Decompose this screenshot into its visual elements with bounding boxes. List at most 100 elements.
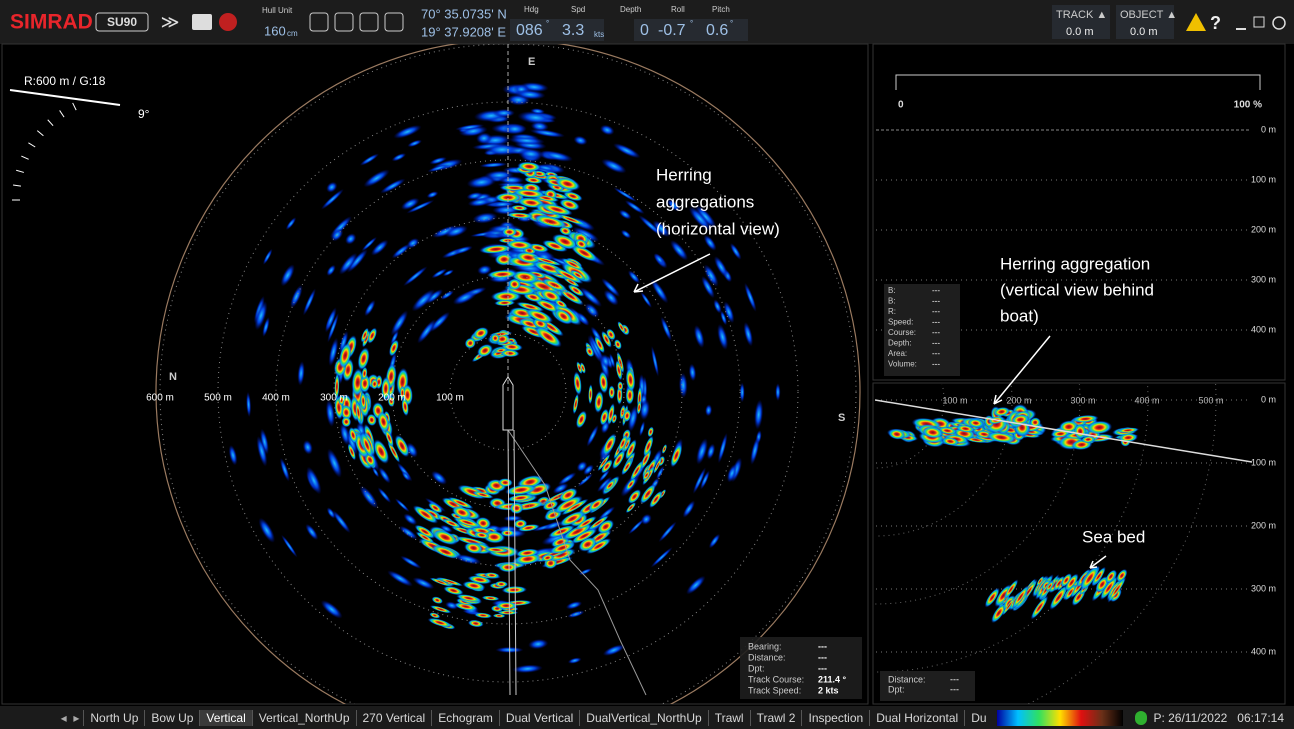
echo [562, 523, 593, 541]
object-box[interactable] [1116, 5, 1174, 39]
echo [427, 617, 453, 628]
echo [359, 485, 379, 509]
echo [447, 496, 474, 510]
view-tab[interactable]: Du [964, 709, 992, 726]
readout-label: Pitch [712, 5, 730, 14]
view-tab[interactable]: Echogram [431, 709, 499, 726]
tilt-line [9, 89, 121, 106]
view-tab[interactable]: 270 Vertical [355, 709, 432, 726]
echo [1053, 575, 1065, 591]
echo [483, 572, 500, 579]
echo [561, 257, 585, 272]
echo [497, 610, 519, 615]
echo [429, 612, 441, 619]
echo [570, 528, 598, 544]
view-tab[interactable]: North Up [83, 709, 144, 726]
echo [327, 448, 342, 478]
collapse-icon[interactable]: ≫ [161, 12, 180, 32]
echo [599, 408, 609, 426]
echo [700, 470, 710, 490]
echo [341, 416, 352, 428]
depth-label: 200 m [1251, 520, 1276, 530]
info-value: --- [818, 641, 827, 651]
echo [1105, 569, 1117, 584]
tool-icon[interactable] [384, 12, 404, 32]
echo [570, 244, 598, 262]
echo [326, 507, 336, 519]
warning-icon[interactable] [1186, 13, 1206, 31]
echo [650, 547, 673, 568]
tilt-tick [12, 184, 22, 187]
annotation-arrow [993, 335, 1051, 405]
track-box[interactable] [1052, 5, 1110, 39]
echo [695, 205, 717, 229]
minimize-icon[interactable] [1236, 28, 1246, 30]
echo [400, 197, 420, 210]
view-tab[interactable]: Trawl 2 [749, 709, 802, 726]
echo [403, 266, 428, 287]
window-icon[interactable] [1253, 16, 1265, 28]
echo [246, 391, 252, 418]
echo [456, 594, 482, 603]
echo [1045, 580, 1055, 592]
readout-label: Roll [671, 5, 685, 14]
info-label: Dpt: [748, 663, 765, 673]
depth-label: 300 m [1251, 583, 1276, 593]
echo [729, 243, 742, 260]
echo [492, 613, 506, 618]
echo [625, 367, 636, 392]
annotation-arrow [633, 253, 711, 293]
view-tab[interactable]: Vertical [199, 709, 252, 726]
view-tab[interactable]: DualVertical_NorthUp [579, 709, 707, 726]
tool-icon[interactable] [359, 12, 379, 32]
range-label: 100 m [436, 393, 464, 404]
tab-arrows[interactable]: ◂ ▸ [60, 710, 80, 725]
echo [541, 553, 555, 562]
info-label: Distance: [888, 674, 926, 684]
outer-ring [155, 44, 861, 704]
echo [431, 596, 443, 604]
depth-label: 100 m [1251, 174, 1276, 184]
view-tab[interactable]: Trawl [707, 709, 750, 726]
echo [393, 125, 422, 139]
echo [453, 602, 478, 611]
echo [743, 321, 754, 347]
info-label: Area: [888, 349, 907, 358]
track-label: TRACK ▲ [1056, 9, 1107, 21]
info-label: B: [888, 297, 896, 306]
echo [507, 278, 522, 291]
tool-icon[interactable] [309, 12, 329, 32]
echo [888, 428, 906, 440]
record-icon[interactable] [219, 13, 237, 31]
info-label: Course: [888, 328, 916, 337]
readout-value: 3.3 [562, 22, 584, 39]
model: SU90 [107, 15, 137, 29]
echo [640, 291, 652, 308]
view-tab[interactable]: Dual Vertical [498, 709, 579, 726]
view-tab[interactable]: Dual Horizontal [869, 709, 964, 726]
info-value: --- [932, 307, 940, 316]
view-tab[interactable]: Bow Up [144, 709, 199, 726]
view-tab[interactable]: Vertical_NorthUp [251, 709, 356, 726]
info-value: --- [932, 286, 940, 295]
echo [505, 240, 534, 250]
annotation: (horizontal view) [656, 219, 780, 238]
echo [643, 435, 654, 458]
echo [279, 457, 290, 482]
echo [692, 467, 706, 494]
echo [399, 385, 406, 401]
power-icon[interactable] [1272, 16, 1286, 30]
echo [565, 601, 583, 610]
echo [717, 432, 728, 464]
echo [377, 487, 392, 504]
tool-icon[interactable] [334, 12, 354, 32]
echo [554, 177, 581, 191]
view-tab[interactable]: Inspection [801, 709, 869, 726]
range-label: 100 m [942, 395, 967, 405]
camera-icon[interactable] [192, 14, 212, 30]
echo [494, 580, 509, 588]
echo [617, 381, 624, 392]
echo [570, 269, 586, 281]
echo [559, 510, 586, 527]
echo [493, 347, 509, 354]
